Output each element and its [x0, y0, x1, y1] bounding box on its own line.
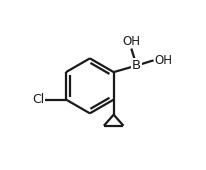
Text: OH: OH [154, 54, 172, 67]
Text: Cl: Cl [32, 93, 44, 106]
Text: B: B [132, 59, 141, 72]
Text: OH: OH [122, 35, 140, 48]
